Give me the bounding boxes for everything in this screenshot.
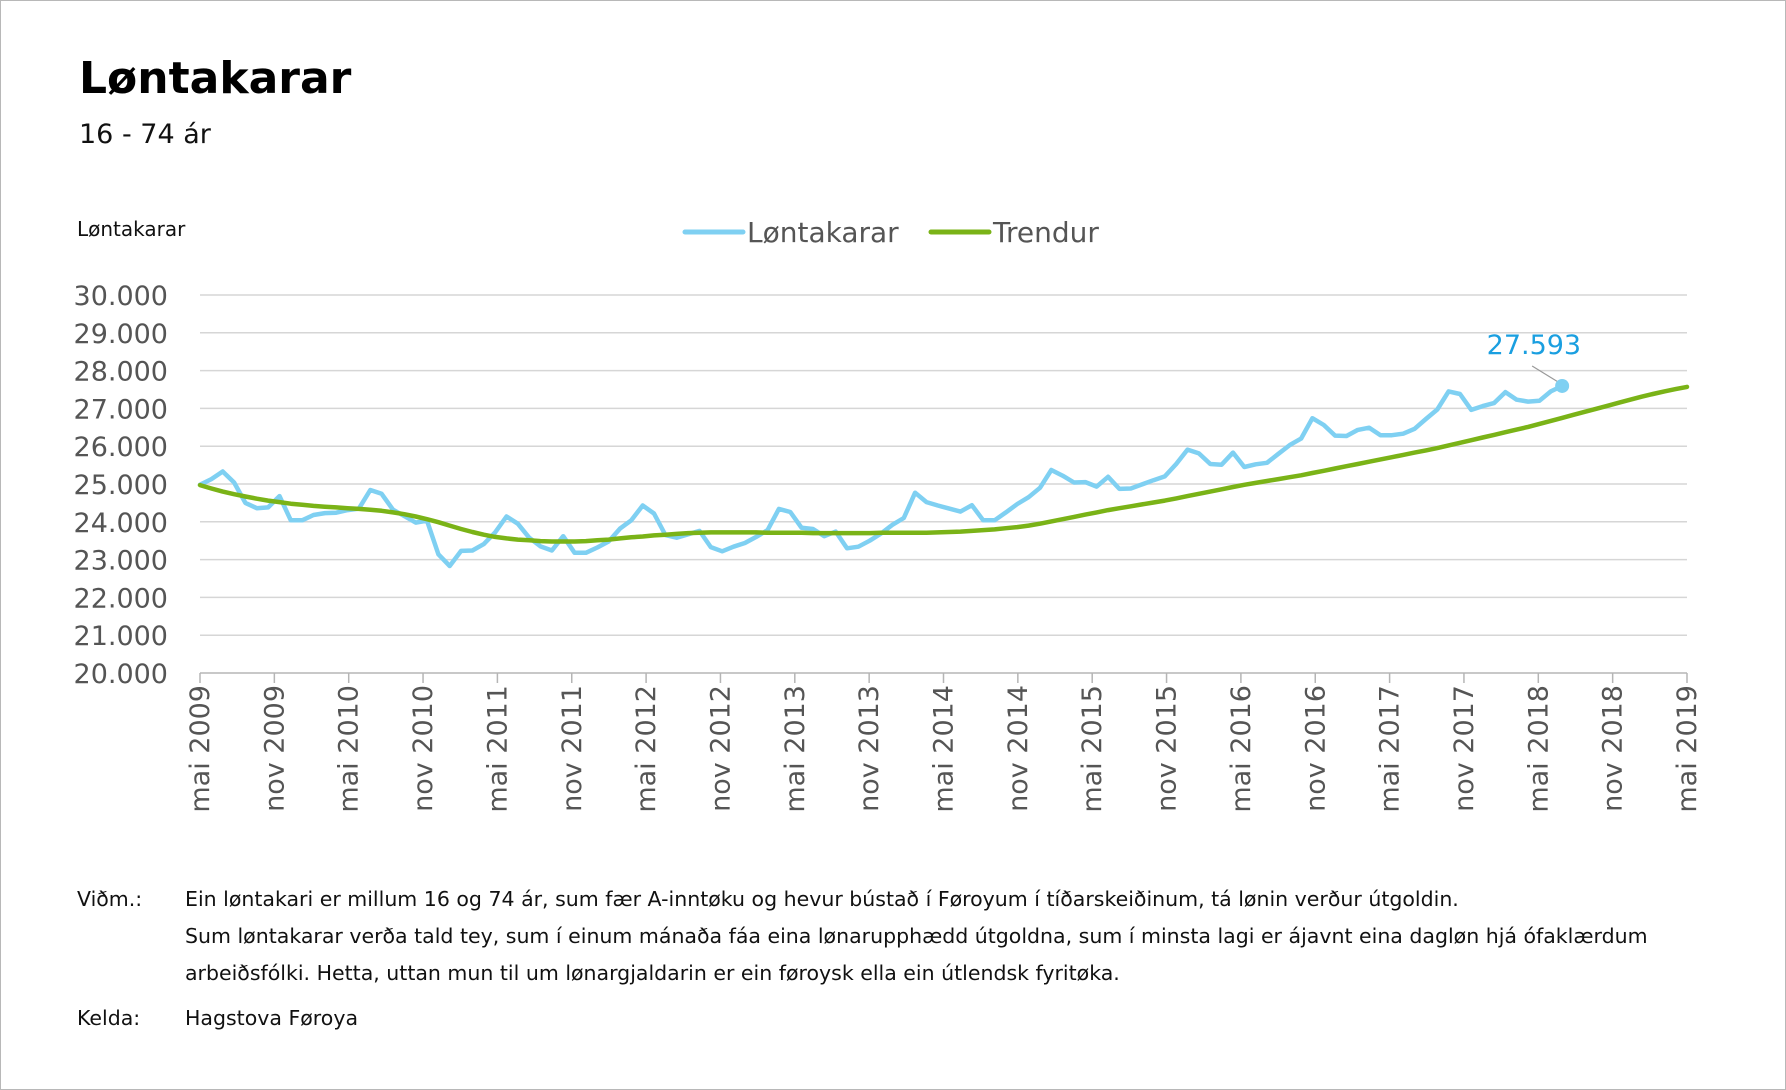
chart-title: Løntakarar bbox=[79, 53, 352, 104]
x-tick-label: mai 2011 bbox=[482, 685, 513, 813]
source-row: Kelda: Hagstova Føroya bbox=[77, 1000, 1665, 1037]
x-tick-label: nov 2016 bbox=[1300, 685, 1331, 812]
source-label: Kelda: bbox=[77, 1006, 141, 1030]
x-tick-label: nov 2015 bbox=[1152, 685, 1183, 812]
x-tick-label: nov 2012 bbox=[705, 685, 736, 812]
last-value-leader bbox=[1531, 365, 1559, 383]
y-axis-label: Løntakarar bbox=[77, 217, 186, 241]
y-tick-label: 28.000 bbox=[74, 357, 168, 388]
x-tick-label: nov 2011 bbox=[557, 685, 588, 812]
x-tick-label: mai 2009 bbox=[185, 685, 216, 813]
x-tick-label: mai 2017 bbox=[1375, 685, 1406, 813]
y-tick-label: 30.000 bbox=[74, 281, 168, 312]
source-text: Hagstova Føroya bbox=[185, 1006, 359, 1030]
notes-line-2: Sum løntakarar verða tald tey, sum í ein… bbox=[185, 924, 1648, 985]
y-tick-label: 20.000 bbox=[74, 659, 168, 690]
x-tick-label: nov 2014 bbox=[1003, 685, 1034, 812]
x-tick-label: nov 2017 bbox=[1449, 685, 1480, 812]
x-tick-label: mai 2010 bbox=[334, 685, 365, 813]
y-tick-label: 22.000 bbox=[74, 583, 168, 614]
y-tick-label: 23.000 bbox=[74, 546, 168, 577]
y-tick-label: 25.000 bbox=[74, 470, 168, 501]
x-tick-label: mai 2013 bbox=[780, 685, 811, 813]
x-tick-label: mai 2016 bbox=[1226, 685, 1257, 813]
x-tick-label: nov 2009 bbox=[259, 685, 290, 812]
x-tick-label: mai 2019 bbox=[1672, 685, 1703, 813]
x-tick-label: nov 2010 bbox=[408, 685, 439, 812]
x-tick-label: mai 2014 bbox=[929, 685, 960, 813]
notes-section: Viðm.: Ein løntakari er millum 16 og 74 … bbox=[77, 881, 1665, 1037]
series-line-trendur bbox=[197, 384, 1690, 544]
y-tick-label: 26.000 bbox=[74, 432, 168, 463]
x-tick-label: nov 2013 bbox=[854, 685, 885, 812]
last-value-point bbox=[1555, 378, 1570, 393]
notes-label: Viðm.: bbox=[77, 887, 143, 911]
x-tick-label: mai 2012 bbox=[631, 685, 662, 813]
y-tick-label: 21.000 bbox=[74, 621, 168, 652]
y-tick-label: 29.000 bbox=[74, 319, 168, 350]
line-chart: 20.000 21.000 22.000 23.000 24.000 25.000 26.0… bbox=[74, 216, 1703, 813]
legend-label-trendur: Trendur bbox=[992, 216, 1099, 249]
notes-text: Ein løntakari er millum 16 og 74 ár, sum… bbox=[185, 881, 1665, 992]
y-tick-label: 27.000 bbox=[74, 394, 168, 425]
notes-line-1: Ein løntakari er millum 16 og 74 ár, sum… bbox=[185, 887, 1459, 911]
x-tick-label: nov 2018 bbox=[1598, 685, 1629, 812]
notes-row: Viðm.: Ein løntakari er millum 16 og 74 … bbox=[77, 881, 1665, 992]
x-tick-label: mai 2015 bbox=[1077, 685, 1108, 813]
legend-label-lontakarar: Løntakarar bbox=[747, 216, 899, 249]
series-line-lontakarar bbox=[197, 383, 1565, 569]
chart-subtitle: 16 - 74 ár bbox=[79, 119, 211, 150]
x-tick-label: mai 2018 bbox=[1523, 685, 1554, 813]
last-value-label: 27.593 bbox=[1487, 330, 1581, 361]
y-tick-label: 24.000 bbox=[74, 508, 168, 539]
